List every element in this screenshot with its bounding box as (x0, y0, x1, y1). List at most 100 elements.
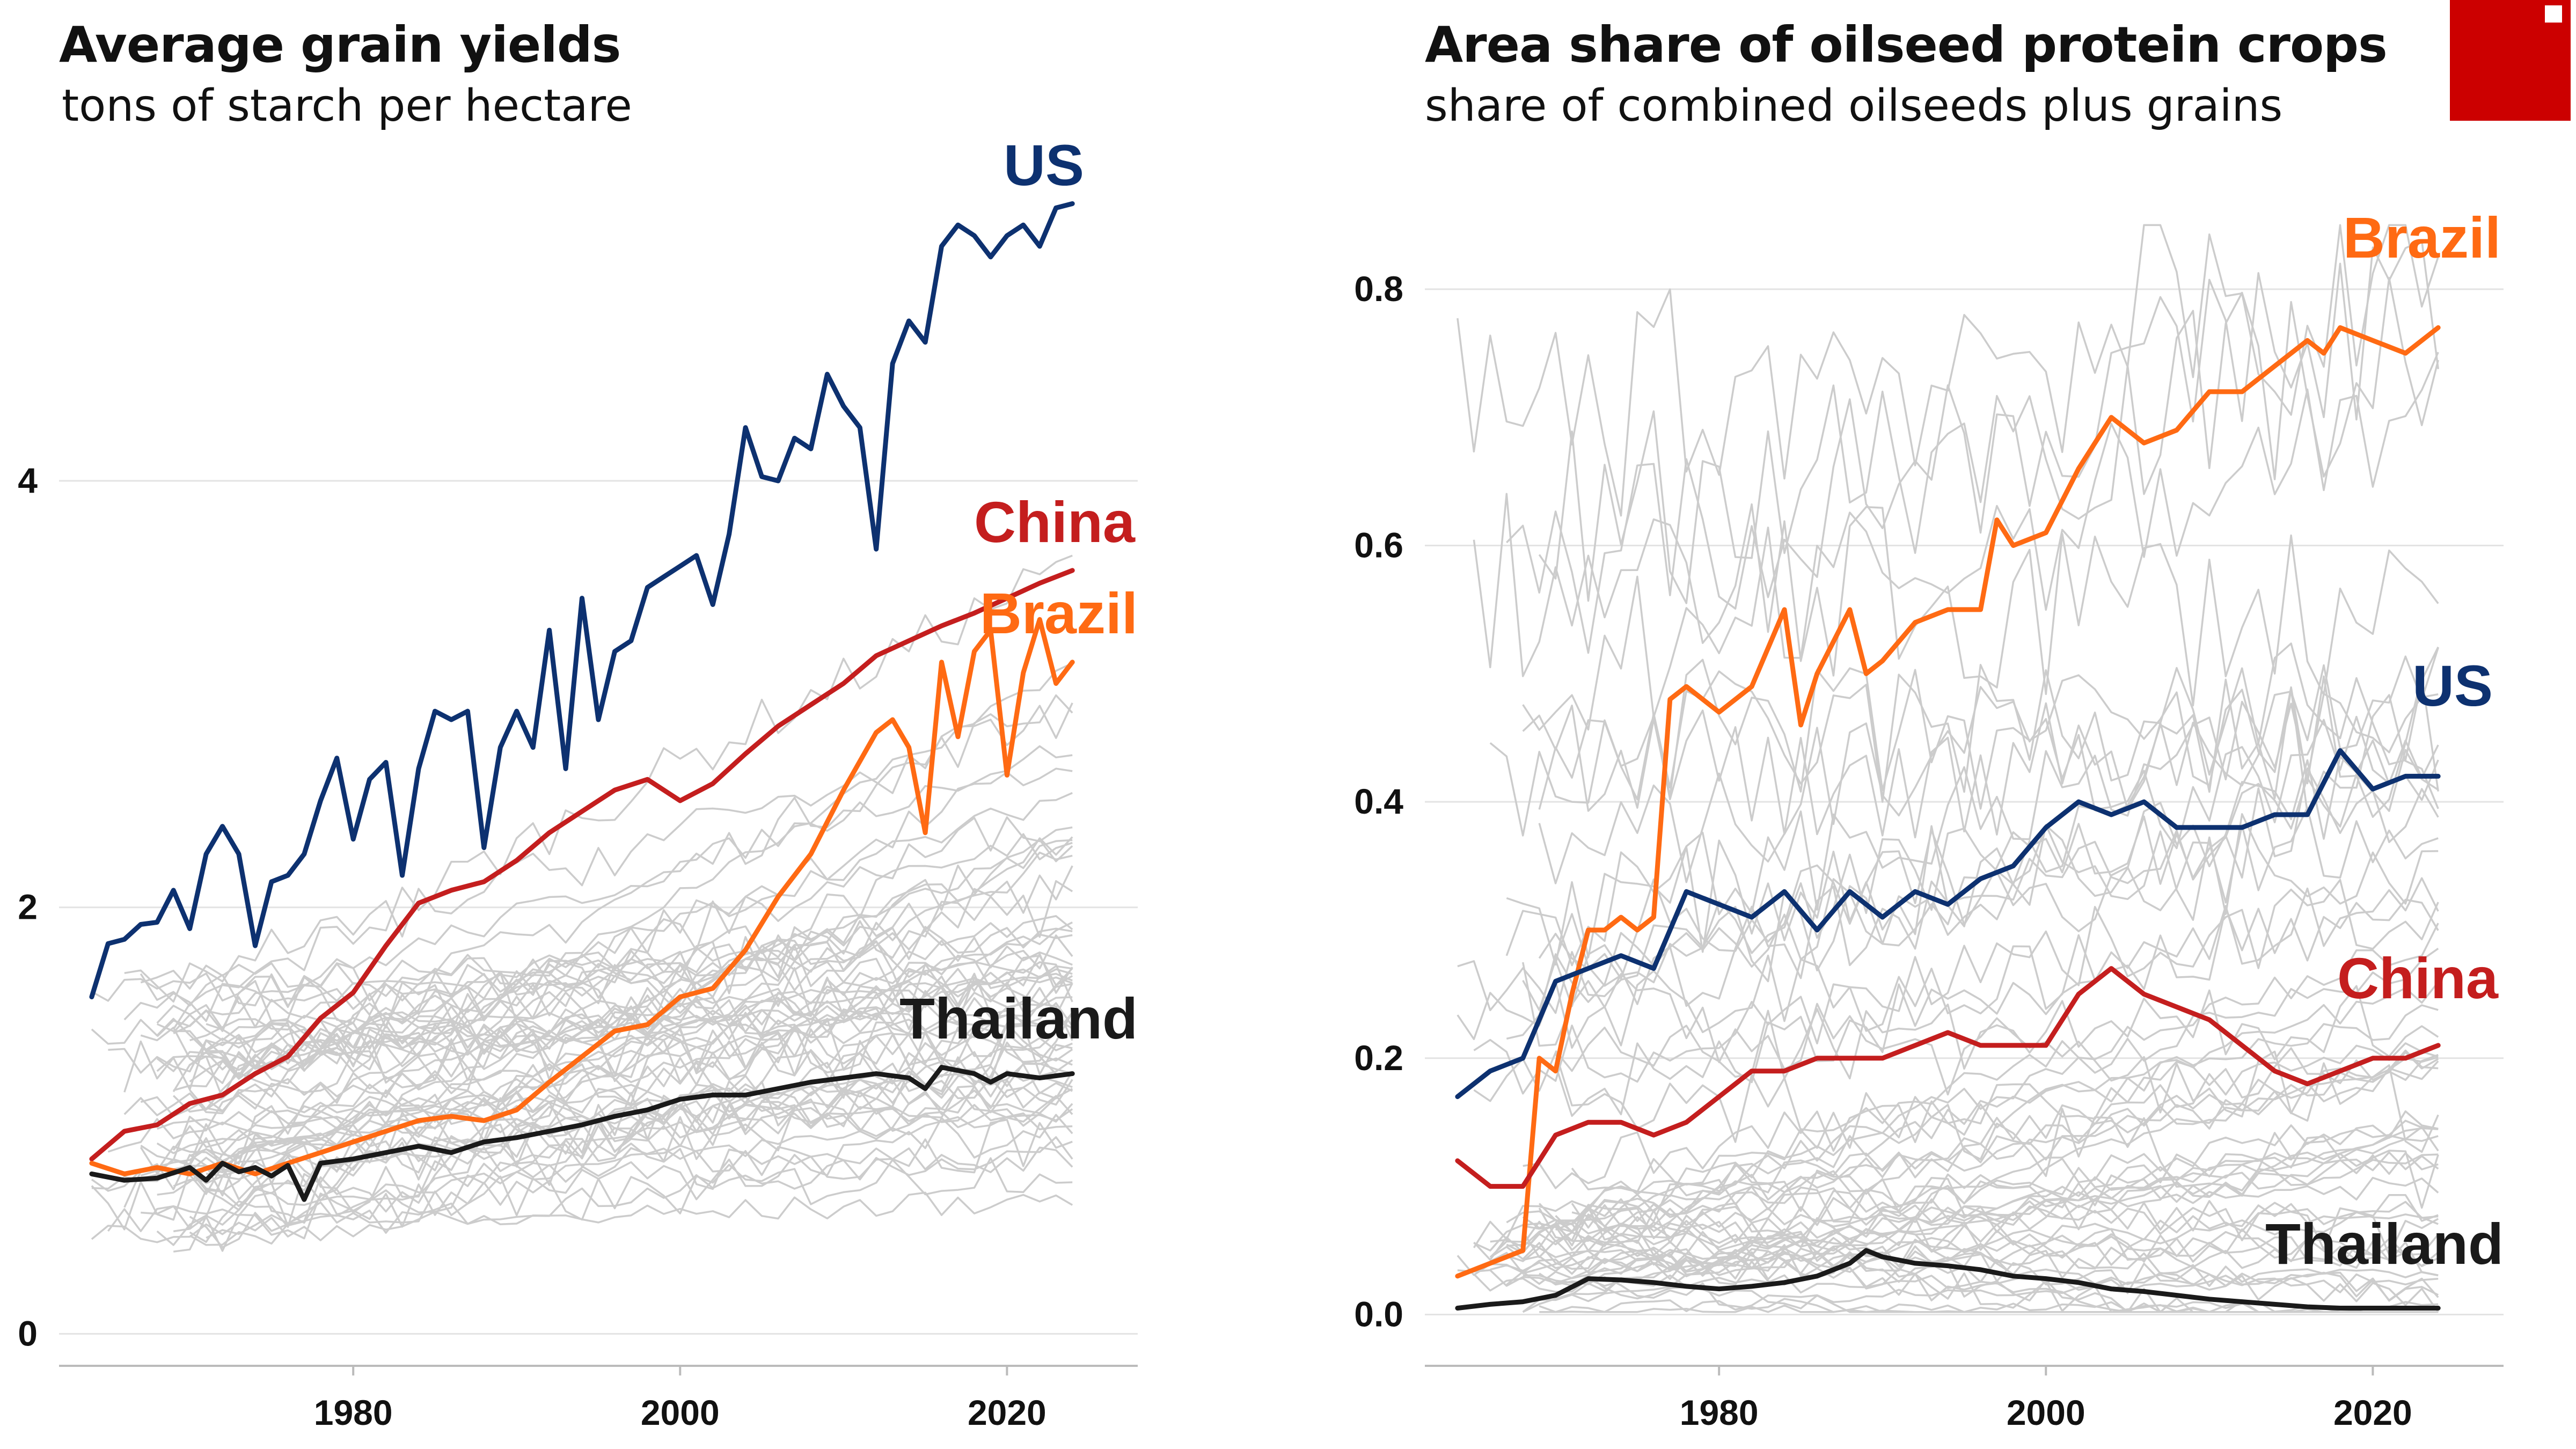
background-country-line (91, 1191, 1073, 1243)
yields-chart-title: Average grain yields (59, 16, 620, 74)
background-country-line (1555, 985, 2439, 1080)
oilseed-chart-subtitle: share of combined oilseeds plus grains (1425, 80, 2282, 131)
yields-chart-subtitle: tons of starch per hectare (62, 80, 632, 131)
background-country-line (140, 1012, 1073, 1161)
x-tick-label: 2000 (641, 1393, 720, 1432)
series-label-us: US (2412, 653, 2493, 718)
background-country-line (91, 933, 1073, 1192)
background-country-line (107, 1088, 1073, 1232)
background-country-line (140, 936, 1073, 990)
background-country-line (1538, 642, 2439, 810)
background-country-line (1554, 749, 2439, 1007)
background-country-line (140, 1143, 1073, 1177)
oilseed-chart-title: Area share of oilseed protein crops (1425, 16, 2387, 74)
background-country-line (1457, 879, 2439, 1049)
background-country-line (91, 1041, 1073, 1231)
background-country-line (1555, 1042, 2439, 1233)
background-country-line (172, 554, 1073, 1030)
series-line-thailand (89, 1065, 1075, 1202)
background-country-line (1473, 1110, 2439, 1261)
yields-highlight-lines (89, 201, 1075, 1202)
background-country-line (156, 1057, 1073, 1154)
oilseed-series-labels: Brazil US China Thailand (2265, 205, 2504, 1276)
series-line-brazil (1455, 325, 2441, 1279)
x-tick-label: 2020 (968, 1393, 1046, 1432)
background-country-line (1522, 1231, 2439, 1313)
background-country-line (189, 1002, 1073, 1243)
background-country-line (157, 965, 1073, 1196)
y-tick-label: 2 (18, 887, 38, 927)
background-country-line (1473, 493, 2439, 707)
y-tick-label: 0.0 (1354, 1294, 1403, 1334)
background-country-line (1538, 1203, 2439, 1267)
background-country-line (1539, 1301, 2439, 1313)
series-label-brazil: Brazil (980, 581, 1138, 646)
background-country-line (1538, 1206, 2439, 1277)
background-country-line (1473, 898, 2439, 1095)
y-tick-label: 0.4 (1354, 781, 1403, 821)
background-country-line (107, 833, 1073, 1153)
yields-background-lines (91, 554, 1073, 1253)
yields-chart-panel: Average grain yields tons of starch per … (18, 16, 1138, 1432)
y-tick-label: 4 (18, 460, 38, 500)
background-country-line (189, 816, 1073, 1111)
background-country-line (173, 662, 1073, 1187)
background-country-line (1457, 806, 2439, 1014)
background-country-line (1522, 715, 2439, 1011)
background-country-line (91, 968, 1073, 1190)
series-label-brazil: Brazil (2343, 205, 2501, 270)
background-country-line (189, 915, 1073, 1042)
y-tick-label: 0 (18, 1313, 38, 1353)
series-line-thailand (1455, 1248, 2441, 1311)
background-country-line (1457, 1211, 2439, 1287)
brand-logo-mark (2545, 5, 2562, 23)
background-country-line (1473, 1051, 2439, 1209)
series-line-china (89, 568, 1075, 1162)
background-country-line (1473, 1053, 2439, 1252)
yields-gridlines (59, 480, 1138, 1335)
series-label-us: US (1004, 133, 1084, 197)
background-country-line (1538, 767, 2439, 980)
y-tick-label: 0.2 (1354, 1038, 1403, 1078)
series-label-china: China (2337, 946, 2499, 1011)
background-country-line (140, 836, 1073, 1175)
background-country-line (1522, 1174, 2439, 1233)
background-country-line (1554, 877, 2439, 1117)
x-tick-label: 2000 (2007, 1393, 2085, 1432)
oilseed-chart-panel: Area share of oilseed protein crops shar… (1354, 16, 2504, 1432)
background-country-line (157, 1002, 1073, 1052)
background-country-line (206, 880, 1073, 1069)
series-line-us (1455, 748, 2441, 1099)
background-country-line (1523, 1152, 2439, 1269)
series-label-thailand: Thailand (2265, 1211, 2504, 1276)
y-tick-label: 0.6 (1354, 525, 1403, 565)
y-tick-label: 0.8 (1354, 269, 1403, 309)
x-tick-label: 1980 (1680, 1393, 1759, 1432)
background-country-line (1506, 923, 2439, 1226)
background-country-line (1489, 1151, 2439, 1275)
background-country-line (1489, 678, 2439, 837)
background-country-line (1521, 962, 2439, 1153)
background-country-line (1506, 240, 2439, 654)
series-label-thailand: Thailand (899, 986, 1138, 1051)
background-country-line (123, 982, 1073, 1022)
background-country-line (1457, 1234, 2439, 1276)
background-country-line (1538, 647, 2439, 884)
x-tick-label: 2020 (2333, 1393, 2412, 1432)
background-country-line (1506, 813, 2439, 966)
yields-axes: 0 2 4 1980 2000 2020 (18, 460, 1138, 1432)
background-country-line (1523, 1201, 2439, 1285)
series-line-china (1455, 966, 2441, 1189)
x-tick-label: 1980 (314, 1393, 393, 1432)
oilseed-highlight-lines (1455, 325, 2441, 1311)
background-country-line (173, 1114, 1073, 1253)
background-country-line (124, 702, 1073, 1003)
series-label-china: China (974, 489, 1136, 554)
background-country-line (173, 792, 1073, 1092)
background-country-line (123, 1012, 1073, 1093)
background-country-line (1523, 1047, 2439, 1189)
background-country-line (1506, 981, 2439, 1254)
background-country-line (1538, 277, 2439, 604)
yields-series-labels: US China Brazil Thailand (899, 133, 1138, 1051)
background-country-line (1506, 947, 2439, 1247)
